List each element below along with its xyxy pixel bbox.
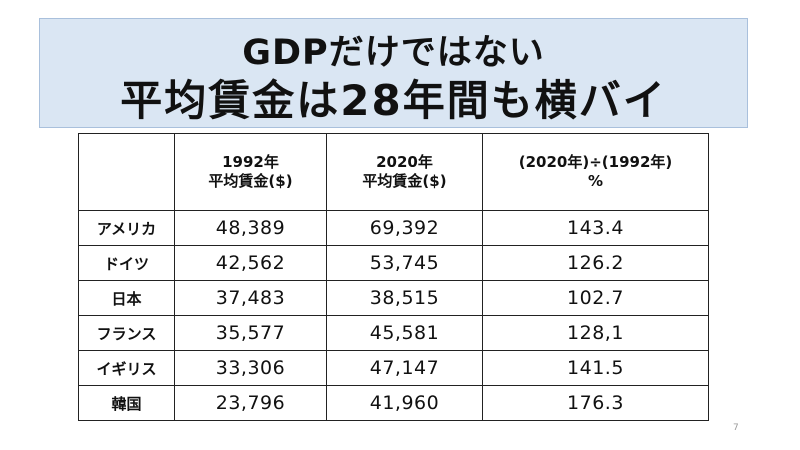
header-wage-2020-year: 2020年 [376,153,433,171]
ratio-cell: 176.3 [482,385,709,421]
wage-1992-cell: 35,577 [174,315,327,351]
country-cell: 韓国 [78,385,175,421]
ratio-cell: 141.5 [482,350,709,386]
table-row: ドイツ 42,562 53,745 126.2 [78,245,709,281]
header-country [78,133,175,211]
table-header-row: 1992年 平均賃金($) 2020年 平均賃金($) (2020年)÷(199… [78,133,709,211]
wage-2020-cell: 53,745 [326,245,483,281]
table-row: イギリス 33,306 47,147 141.5 [78,350,709,386]
header-wage-1992: 1992年 平均賃金($) [174,133,327,211]
header-ratio: (2020年)÷(1992年) % [482,133,709,211]
title-banner: GDPだけではない 平均賃金は28年間も横バイ [39,18,748,128]
country-cell: アメリカ [78,210,175,246]
country-cell: フランス [78,315,175,351]
ratio-cell: 128,1 [482,315,709,351]
country-cell: イギリス [78,350,175,386]
header-wage-2020-label: 平均賃金($) [362,172,447,190]
header-wage-1992-label: 平均賃金($) [208,172,293,190]
wage-2020-cell: 38,515 [326,280,483,316]
wage-1992-cell: 33,306 [174,350,327,386]
table-row: フランス 35,577 45,581 128,1 [78,315,709,351]
wage-2020-cell: 69,392 [326,210,483,246]
wage-2020-cell: 47,147 [326,350,483,386]
wage-table: 1992年 平均賃金($) 2020年 平均賃金($) (2020年)÷(199… [78,133,709,421]
page-number: 7 [733,423,739,433]
header-wage-2020: 2020年 平均賃金($) [326,133,483,211]
wage-2020-cell: 45,581 [326,315,483,351]
table-row: 韓国 23,796 41,960 176.3 [78,385,709,421]
ratio-cell: 143.4 [482,210,709,246]
table-row: アメリカ 48,389 69,392 143.4 [78,210,709,246]
ratio-cell: 102.7 [482,280,709,316]
country-cell: ドイツ [78,245,175,281]
wage-1992-cell: 37,483 [174,280,327,316]
wage-1992-cell: 48,389 [174,210,327,246]
table-row: 日本 37,483 38,515 102.7 [78,280,709,316]
ratio-cell: 126.2 [482,245,709,281]
header-ratio-formula: (2020年)÷(1992年) [518,153,673,171]
wage-2020-cell: 41,960 [326,385,483,421]
title-line-1: GDPだけではない [242,33,545,73]
country-cell: 日本 [78,280,175,316]
header-wage-1992-year: 1992年 [222,153,279,171]
wage-1992-cell: 42,562 [174,245,327,281]
header-ratio-unit: % [587,172,604,190]
title-line-2: 平均賃金は28年間も横バイ [120,76,667,125]
wage-1992-cell: 23,796 [174,385,327,421]
